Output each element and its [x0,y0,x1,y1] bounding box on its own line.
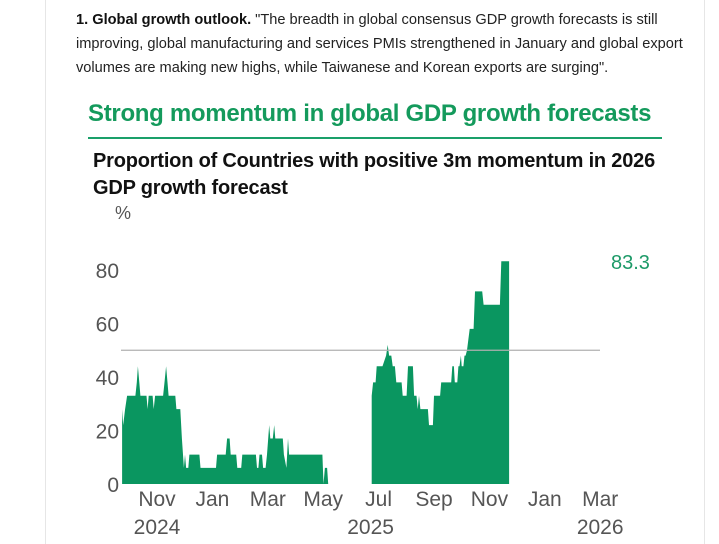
y-axis-unit: % [115,203,132,223]
intro-paragraph: 1. Global growth outlook. "The breadth i… [76,8,688,80]
x-tick-label: Mar [250,488,286,511]
x-tick-label: Nov [138,488,176,511]
x-tick-year-label: 2025 [347,516,394,539]
x-tick-label: Jan [528,488,562,511]
x-tick-label: Jan [195,488,229,511]
x-tick-year-label: 2026 [577,516,624,539]
chart-title: Proportion of Countries with positive 3m… [93,150,655,199]
headline-rule [88,137,662,139]
area-segment-2 [371,261,510,484]
y-tick-label: 20 [96,421,119,444]
intro-quote: "The breadth in global consensus GDP gro… [76,12,683,76]
page-border-right [704,0,705,544]
x-tick-year-label: 2024 [134,516,181,539]
end-value-label: 83.3 [611,252,650,274]
page-border-left [45,0,46,544]
x-tick-label: May [303,488,343,511]
x-tick-label: Jul [365,488,392,511]
area-segment-1 [122,366,329,484]
y-tick-label: 0 [107,474,119,497]
x-tick-label: Mar [582,488,618,511]
x-tick-label: Sep [415,488,452,511]
y-tick-label: 40 [96,367,119,390]
y-tick-label: 60 [96,314,119,337]
x-tick-label: Nov [471,488,509,511]
y-tick-label: 80 [96,260,119,283]
chart-headline: Strong momentum in global GDP growth for… [88,100,652,127]
intro-lead: 1. Global growth outlook. [76,12,252,28]
